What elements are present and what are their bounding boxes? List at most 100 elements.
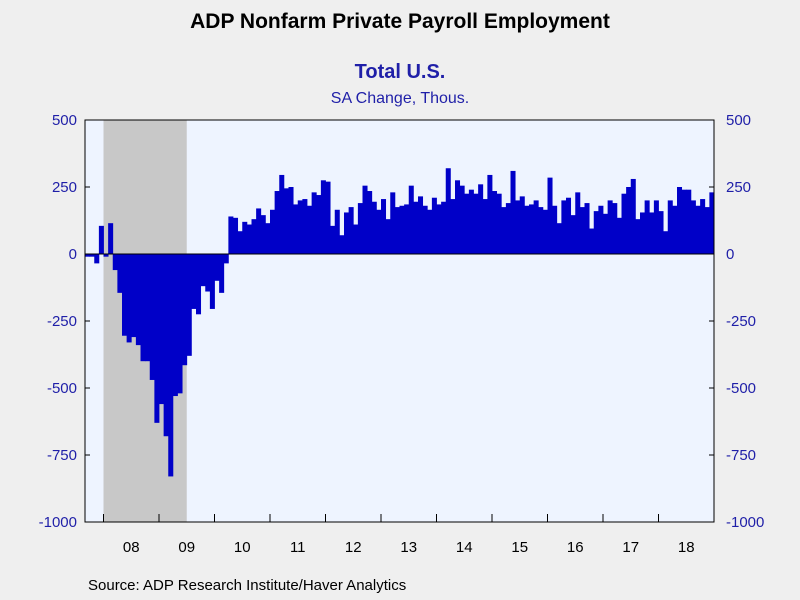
bar (556, 223, 562, 254)
bar (422, 205, 428, 254)
bar (607, 200, 613, 254)
y-tick-label-right: -750 (726, 447, 756, 464)
chart-units: SA Change, Thous. (330, 90, 470, 107)
bar (681, 189, 687, 254)
bar (390, 192, 396, 254)
bar (709, 192, 715, 254)
bar (320, 180, 326, 254)
bar (408, 185, 414, 254)
bar (246, 224, 252, 254)
bar (566, 197, 572, 254)
y-tick-label-left: 0 (69, 246, 77, 263)
bar (616, 217, 622, 254)
bar (700, 199, 706, 254)
bar (431, 197, 437, 254)
x-tick-label: 11 (290, 539, 306, 556)
bar (473, 193, 479, 254)
bar (260, 215, 266, 254)
plot-frame (84, 119, 715, 523)
bar (464, 193, 470, 254)
bar (205, 254, 211, 292)
bar (561, 200, 567, 254)
bar (478, 184, 484, 254)
bar (177, 254, 183, 394)
bar (265, 223, 271, 254)
bar (621, 193, 627, 254)
bar (441, 201, 447, 254)
bar (686, 189, 692, 254)
bar (348, 207, 354, 254)
bar (413, 201, 419, 254)
bar (436, 204, 442, 254)
bar (524, 205, 530, 254)
bar (237, 231, 243, 254)
y-tick-label-right: -250 (726, 313, 756, 330)
bar (219, 254, 225, 293)
bar (293, 204, 299, 254)
y-tick-label-right: 0 (726, 246, 734, 263)
y-tick-label-left: -750 (47, 447, 77, 464)
y-tick-label-right: 500 (726, 112, 751, 129)
bar (186, 254, 192, 356)
bar (663, 231, 669, 254)
x-tick-label: 15 (511, 539, 528, 556)
bar (695, 205, 701, 254)
bar (635, 219, 641, 254)
y-tick-label-right: 250 (726, 179, 751, 196)
bar (547, 177, 553, 254)
bar (149, 254, 155, 380)
x-tick-label: 17 (622, 539, 639, 556)
bar (251, 219, 257, 254)
y-tick-label-right: -1000 (726, 514, 764, 531)
bar (584, 203, 590, 254)
bar (505, 203, 511, 254)
bar (603, 213, 609, 254)
bar (640, 212, 646, 254)
bar (427, 209, 433, 254)
chart-subtitle: Total U.S. (354, 61, 446, 83)
bar (168, 254, 174, 477)
bar (552, 205, 558, 254)
bar (103, 254, 109, 257)
bar (288, 187, 294, 254)
y-tick-label-left: 500 (52, 112, 77, 129)
bar (297, 200, 303, 254)
bar (653, 200, 659, 254)
bar (704, 207, 710, 254)
bar (196, 254, 202, 315)
source-note: Source: ADP Research Institute/Haver Ana… (88, 577, 407, 594)
bar (394, 207, 400, 254)
bar (316, 195, 322, 254)
bar (385, 219, 391, 254)
bar (418, 196, 424, 254)
bar (233, 217, 239, 254)
bar (353, 224, 359, 254)
bar (122, 254, 128, 336)
bar (159, 254, 165, 405)
bar (325, 181, 331, 254)
bar (459, 185, 465, 254)
bar (140, 254, 146, 362)
bar (496, 193, 502, 254)
bar (487, 174, 493, 254)
bar (455, 180, 461, 254)
x-tick-label: 09 (178, 539, 195, 556)
bar (367, 191, 373, 254)
bar (89, 254, 95, 257)
bar (126, 254, 132, 343)
chart-title: ADP Nonfarm Private Payroll Employment (190, 10, 610, 33)
bar (334, 209, 340, 254)
bar (626, 187, 632, 254)
bar (117, 254, 123, 293)
bar (371, 201, 377, 254)
bar (98, 225, 104, 254)
y-tick-label-left: -500 (47, 380, 77, 397)
bar (468, 189, 474, 254)
bar (223, 254, 229, 264)
bar (519, 196, 525, 254)
bar (376, 209, 382, 254)
x-tick-label: 18 (678, 539, 695, 556)
bar (492, 191, 498, 254)
bar (274, 191, 280, 254)
bar (598, 205, 604, 254)
